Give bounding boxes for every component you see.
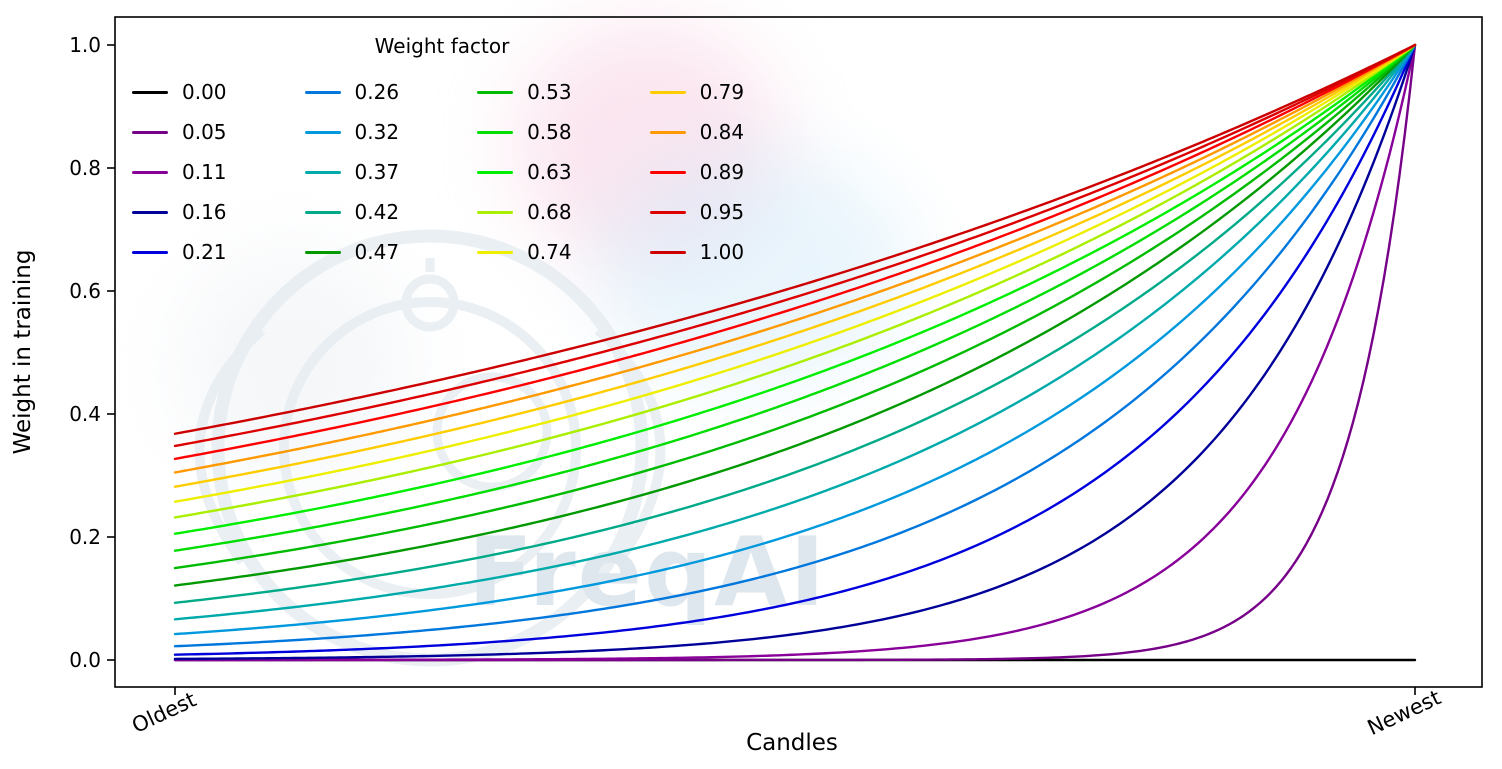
legend-item: 0.63 [477,162,572,182]
legend-item: 0.84 [649,120,745,144]
y-tick-label: 0.2 [69,525,101,549]
legend-item: 0.21 [132,242,227,262]
legend-line-swatch [477,210,514,214]
series-line-0.37 [173,43,1417,621]
legend-item: 0.42 [304,200,400,224]
series-line-0.21 [173,43,1417,656]
legend-item: 0.37 [304,160,400,184]
legend-label: 0.05 [182,120,227,144]
legend-label: 0.26 [354,80,400,104]
legend-line-swatch [649,130,686,134]
legend-item: 0.89 [649,160,745,184]
legend-line-swatch [304,90,341,94]
legend-item: 0.74 [477,242,572,262]
y-axis-label: Weight in training [10,250,36,455]
series-line-0.74 [173,43,1417,503]
legend-label: 0.21 [182,240,227,264]
legend-item: 0.53 [477,82,572,102]
x-tick-label: Oldest [128,687,200,737]
series-line-0.68 [173,43,1417,519]
y-tick-label: 0.0 [69,648,101,672]
legend-line-swatch [304,130,341,134]
legend-line-swatch [477,170,514,174]
y-tick-label: 0.8 [69,156,101,180]
legend-line-swatch [477,90,514,94]
watermark-blob-pink [515,22,780,267]
legend-label: 0.32 [354,120,400,144]
legend-item: 1.00 [649,240,745,264]
y-tick-label: 1.0 [69,33,101,57]
legend-label: 0.16 [182,200,227,224]
legend-line-swatch [649,250,686,254]
legend-label: 0.47 [354,240,400,264]
series-line-0.58 [173,43,1417,552]
legend-line-swatch [477,250,514,254]
legend-item: 0.16 [132,202,227,222]
y-tick-label: 0.4 [69,402,101,426]
legend-line-swatch [304,170,341,174]
series-line-0.84 [173,43,1417,474]
legend-line-swatch [649,170,686,174]
legend-label: 1.00 [699,240,745,264]
legend-line-swatch [304,210,341,214]
legend-line-swatch [132,90,168,94]
legend-item: 0.58 [477,122,572,142]
series-line-0.63 [173,43,1417,535]
legend-line-swatch [649,210,686,214]
series-line-0.26 [173,43,1417,648]
legend-line-swatch [132,130,168,134]
series-line-0.89 [173,43,1417,461]
x-axis-label: Candles [746,730,838,756]
axes-box [114,16,1483,688]
legend-item: 0.32 [304,120,400,144]
legend-grid: 0.00 0.05 0.11 0.16 0.21 0.26 0.32 0.37 0.42 0.47… [132,72,752,272]
legend-item: 0.68 [477,202,572,222]
series-line-0.47 [173,43,1417,587]
x-tick-label: Newest [1364,685,1445,740]
series-line-0.11 [173,43,1417,662]
legend-label: 0.37 [354,160,400,184]
legend-item: 0.11 [132,162,227,182]
legend-line-swatch [132,250,168,254]
legend-title: Weight factor [374,34,510,58]
series-line-0.16 [173,43,1417,661]
y-tick-label: 0.6 [69,279,101,303]
legend-item: 0.47 [304,240,400,264]
legend-label: 0.68 [527,200,572,224]
legend-item: 0.00 [132,82,227,102]
legend-item: 0.79 [649,80,745,104]
legend-label: 0.84 [699,120,745,144]
legend-label: 0.53 [527,80,572,104]
legend-item: 0.26 [304,80,400,104]
legend-label: 0.74 [527,240,572,264]
legend-label: 0.42 [354,200,400,224]
legend: Weight factor 0.00 0.05 0.11 0.16 0.21 0.26 0.… [132,34,752,272]
legend-label: 0.11 [182,160,227,184]
series-line-0.32 [173,43,1417,636]
legend-line-swatch [304,250,341,254]
legend-line-swatch [477,130,514,134]
series-line-0.95 [173,43,1417,448]
legend-line-swatch [132,210,168,214]
legend-item: 0.05 [132,122,227,142]
series-line-1.00 [173,43,1417,435]
legend-label: 0.95 [699,200,745,224]
legend-label: 0.79 [699,80,745,104]
series-line-0.53 [173,43,1417,570]
legend-item: 0.95 [649,200,745,224]
legend-line-swatch [649,90,686,94]
legend-label: 0.89 [699,160,745,184]
legend-label: 0.00 [182,80,227,104]
series-line-0.79 [173,43,1417,488]
series-line-0.42 [173,43,1417,604]
legend-line-swatch [132,170,168,174]
legend-label: 0.63 [527,160,572,184]
legend-label: 0.58 [527,120,572,144]
